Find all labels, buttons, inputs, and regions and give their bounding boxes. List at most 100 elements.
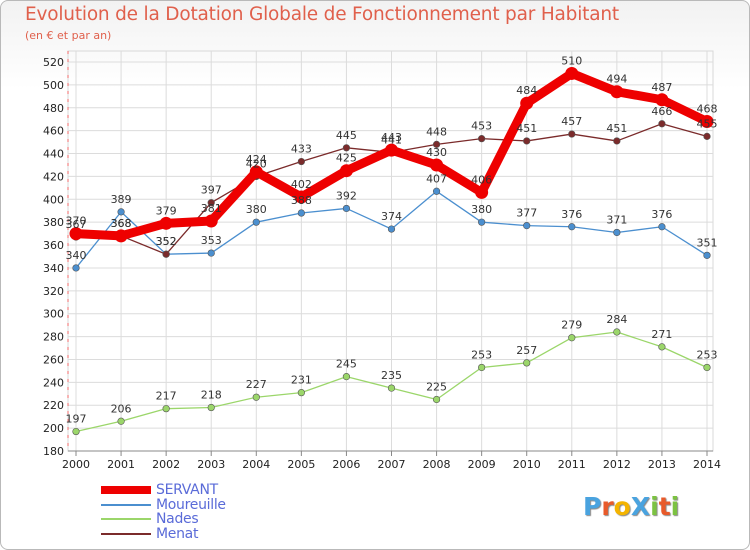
data-label: 455 <box>697 117 718 130</box>
y-tick-label: 220 <box>43 399 64 412</box>
data-label: 227 <box>246 378 267 391</box>
data-point <box>523 222 531 230</box>
y-tick-label: 520 <box>43 56 64 69</box>
data-label: 402 <box>291 178 312 191</box>
data-label: 451 <box>516 122 537 135</box>
y-tick-label: 300 <box>43 308 64 321</box>
data-label: 370 <box>66 215 87 228</box>
data-label: 430 <box>426 146 447 159</box>
data-label: 257 <box>516 344 537 357</box>
data-point <box>475 185 489 199</box>
y-tick-label: 180 <box>43 445 64 458</box>
data-label: 376 <box>561 208 582 221</box>
x-tick-label: 2013 <box>648 458 676 471</box>
data-point <box>342 373 351 381</box>
data-point <box>252 393 260 401</box>
data-point <box>432 187 441 195</box>
data-label: 379 <box>156 204 177 217</box>
data-point <box>117 417 125 425</box>
y-tick-label: 260 <box>43 353 64 366</box>
data-point <box>478 135 486 143</box>
data-point <box>430 158 444 172</box>
data-label: 376 <box>651 208 672 221</box>
data-label: 218 <box>201 389 222 402</box>
data-label: 487 <box>651 81 672 94</box>
data-point <box>387 225 396 233</box>
data-label: 206 <box>111 402 132 415</box>
x-tick-label: 2002 <box>152 458 180 471</box>
proxiti-logo: ProXiti <box>583 492 680 521</box>
x-tick-label: 2003 <box>197 458 225 471</box>
data-label: 353 <box>201 234 222 247</box>
x-tick-label: 2007 <box>378 458 406 471</box>
data-point <box>72 264 80 272</box>
data-point <box>342 144 351 152</box>
data-point <box>117 208 125 216</box>
data-label: 457 <box>561 115 582 128</box>
y-tick-label: 480 <box>43 102 64 115</box>
data-label: 377 <box>516 207 537 220</box>
data-label: 235 <box>381 369 402 382</box>
x-tick-label: 2005 <box>287 458 315 471</box>
data-label: 367 <box>66 218 87 231</box>
data-point <box>655 93 669 107</box>
x-tick-label: 2008 <box>423 458 451 471</box>
data-label: 443 <box>381 131 402 144</box>
x-tick-label: 2009 <box>468 458 496 471</box>
data-point <box>432 395 441 404</box>
legend-swatch <box>101 532 151 535</box>
y-tick-label: 340 <box>43 262 64 275</box>
data-point <box>523 359 531 367</box>
data-label: 510 <box>561 54 582 67</box>
data-point <box>252 218 260 226</box>
data-label: 225 <box>426 381 447 394</box>
data-point <box>568 223 576 231</box>
data-point <box>703 132 711 140</box>
data-label: 351 <box>697 236 718 249</box>
y-tick-label: 320 <box>43 285 64 298</box>
y-tick-label: 460 <box>43 125 64 138</box>
data-point <box>385 143 398 157</box>
x-tick-label: 2011 <box>558 458 586 471</box>
series-moureuille <box>72 187 711 272</box>
data-label: 217 <box>156 390 177 403</box>
data-point <box>523 137 531 145</box>
data-label: 424 <box>246 153 267 166</box>
data-point <box>339 164 353 178</box>
data-point <box>565 66 579 80</box>
data-point <box>568 334 576 342</box>
y-tick-label: 500 <box>43 79 64 92</box>
legend-swatch <box>101 503 151 506</box>
data-label: 389 <box>111 193 132 206</box>
data-label: 231 <box>291 374 312 387</box>
data-label: 448 <box>426 125 447 138</box>
data-point <box>478 363 486 372</box>
y-tick-label: 440 <box>43 148 64 161</box>
data-label: 406 <box>471 173 492 186</box>
data-point <box>294 190 308 204</box>
chart-subtitle: (en € et par an) <box>25 29 112 42</box>
y-tick-label: 420 <box>43 170 64 183</box>
data-label: 388 <box>291 194 312 207</box>
data-label: 425 <box>336 152 357 165</box>
data-point <box>432 140 441 148</box>
data-label: 468 <box>697 102 718 115</box>
data-label: 380 <box>471 203 492 216</box>
data-point <box>72 427 80 436</box>
data-point <box>297 389 305 397</box>
data-point <box>114 229 128 243</box>
data-point <box>249 165 263 179</box>
y-tick-label: 360 <box>43 239 64 252</box>
data-label: 253 <box>471 348 492 361</box>
legend-label: Menat <box>156 525 199 542</box>
data-label: 433 <box>291 143 312 156</box>
x-tick-label: 2000 <box>62 458 90 471</box>
data-label: 466 <box>651 105 672 118</box>
data-point <box>159 216 173 230</box>
data-label: 253 <box>697 348 718 361</box>
x-tick-label: 2012 <box>603 458 631 471</box>
data-label: 407 <box>426 172 447 185</box>
data-label: 368 <box>111 217 132 230</box>
data-point <box>658 120 666 128</box>
data-label: 271 <box>651 328 672 341</box>
